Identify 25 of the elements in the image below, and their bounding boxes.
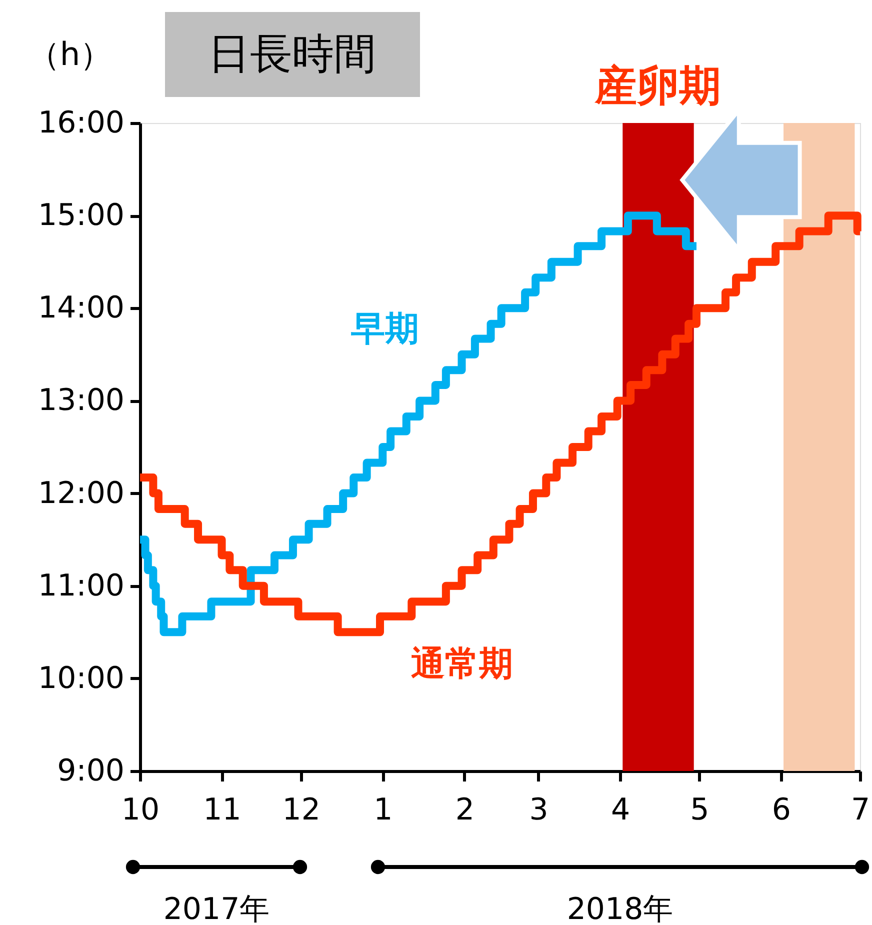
y-tick-label: 11:00 xyxy=(38,568,124,604)
y-tick-label: 13:00 xyxy=(38,383,124,418)
x-tick-label: 7 xyxy=(850,792,870,828)
y-tick-label: 14:00 xyxy=(38,290,124,326)
x-tick-label: 3 xyxy=(529,792,548,828)
y-tick-label: 16:00 xyxy=(38,106,124,140)
y-tick-label: 10:00 xyxy=(38,660,124,696)
x-tick-label: 12 xyxy=(282,792,320,828)
chart-title: 日長時間 xyxy=(208,29,376,78)
y-tick-label: 15:00 xyxy=(38,198,124,234)
x-tick-label: 10 xyxy=(121,792,160,828)
x-tick-label: 6 xyxy=(772,792,791,828)
series-label: 通常期 xyxy=(411,644,513,684)
series-label: 早期 xyxy=(350,309,419,349)
x-tick-label: 4 xyxy=(610,792,630,828)
y-tick-label: 12:00 xyxy=(38,476,124,511)
x-tick-label: 11 xyxy=(203,792,242,828)
band-label: 産卵期 xyxy=(594,61,722,110)
x-tick-label: 5 xyxy=(690,792,710,828)
x-tick-label: 2 xyxy=(455,792,474,828)
text: 2017年 xyxy=(163,892,270,925)
x-tick-label: 1 xyxy=(374,792,393,828)
y-tick-label: 9:00 xyxy=(57,754,124,788)
text: 2018年 xyxy=(566,892,674,925)
y-axis-title: （h） xyxy=(28,35,112,73)
